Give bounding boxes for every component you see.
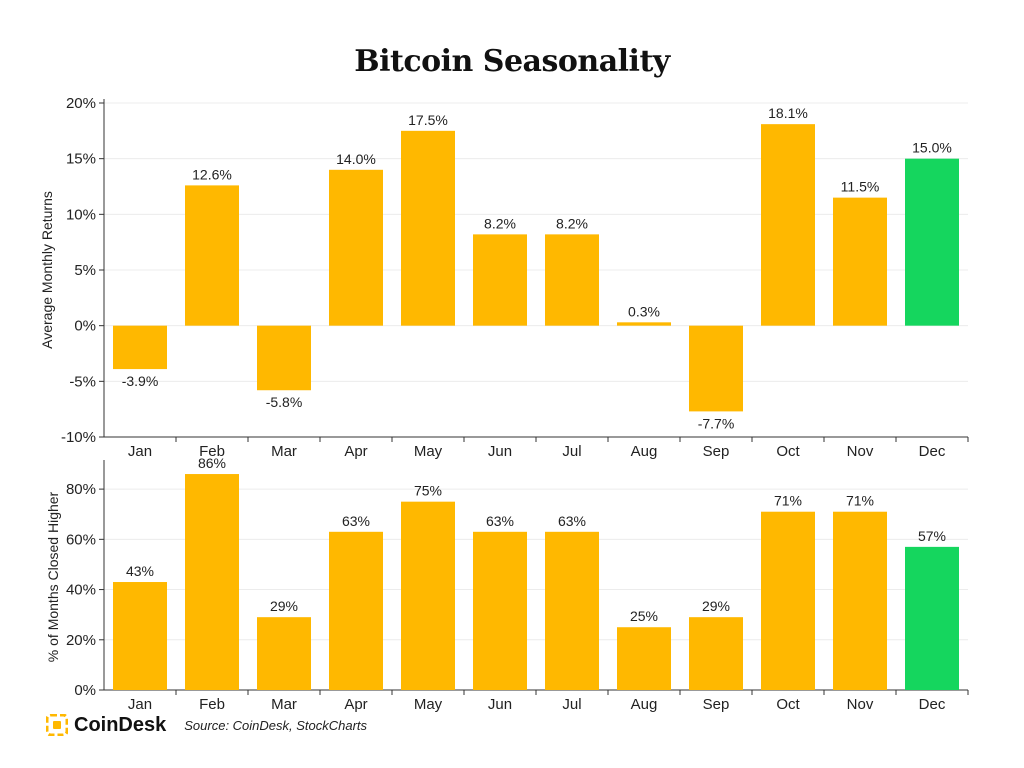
data-label: 8.2%	[484, 215, 516, 231]
bar-may	[401, 130, 455, 326]
ytick-label: 0%	[74, 318, 96, 335]
data-label: -3.9%	[122, 373, 159, 389]
category-label: Jun	[488, 696, 512, 713]
category-label: May	[414, 696, 443, 713]
data-label: 29%	[270, 598, 298, 614]
category-label: Jan	[128, 696, 152, 713]
data-label: 11.5%	[841, 179, 880, 195]
data-label: 71%	[846, 493, 874, 509]
category-label: Jan	[128, 443, 152, 460]
category-label: Mar	[271, 443, 297, 460]
ytick-label: 15%	[66, 151, 96, 168]
bar-nov	[833, 197, 887, 326]
y-axis-label: % of Months Closed Higher	[45, 491, 61, 662]
chart-title: Bitcoin Seasonality	[354, 44, 670, 79]
bar-oct	[761, 511, 815, 690]
bar-mar	[257, 325, 311, 391]
bar-jan	[113, 582, 167, 690]
data-label: -7.7%	[698, 415, 735, 431]
category-label: Apr	[344, 696, 367, 713]
coindesk-logo-icon	[46, 714, 68, 736]
data-label: 14.0%	[336, 151, 376, 167]
bar-mar	[257, 617, 311, 690]
brand-name: CoinDesk	[74, 713, 167, 736]
data-label: 57%	[918, 528, 946, 544]
bar-sep	[689, 325, 743, 412]
bar-dec	[905, 158, 959, 326]
data-label: 63%	[486, 513, 514, 529]
ytick-label: 20%	[66, 95, 96, 112]
category-label: Oct	[776, 443, 800, 460]
category-label: Feb	[199, 696, 225, 713]
data-label: 75%	[414, 483, 442, 499]
category-label: Jun	[488, 443, 512, 460]
category-label: Aug	[631, 443, 658, 460]
category-label: Mar	[271, 696, 297, 713]
bar-aug	[617, 627, 671, 690]
bar-apr	[329, 169, 383, 326]
ytick-label: 20%	[66, 632, 96, 649]
category-label: Oct	[776, 696, 800, 713]
bar-jul	[545, 531, 599, 690]
category-label: Apr	[344, 443, 367, 460]
bar-apr	[329, 531, 383, 690]
ytick-label: 10%	[66, 206, 96, 223]
data-label: 86%	[198, 455, 226, 471]
ytick-label: 60%	[66, 531, 96, 548]
category-label: Sep	[703, 443, 730, 460]
data-label: 63%	[558, 513, 586, 529]
footer: CoinDesk Source: CoinDesk, StockCharts	[46, 710, 367, 740]
category-label: Aug	[631, 696, 658, 713]
data-label: 8.2%	[556, 215, 588, 231]
ytick-label: 80%	[66, 481, 96, 498]
bar-nov	[833, 511, 887, 690]
bar-oct	[761, 124, 815, 326]
category-label: Jul	[562, 443, 581, 460]
data-label: 0.3%	[628, 303, 660, 319]
category-label: Dec	[919, 443, 946, 460]
data-label: 29%	[702, 598, 730, 614]
category-label: Nov	[847, 696, 874, 713]
ytick-label: -5%	[69, 373, 96, 390]
category-label: Dec	[919, 696, 946, 713]
data-label: 71%	[774, 493, 802, 509]
data-label: 15.0%	[912, 140, 952, 156]
bar-sep	[689, 617, 743, 690]
bar-jun	[473, 531, 527, 690]
bar-feb	[185, 185, 239, 326]
data-label: 25%	[630, 608, 658, 624]
bar-jul	[545, 234, 599, 326]
category-label: Feb	[199, 443, 225, 460]
y-axis-label: Average Monthly Returns	[39, 191, 55, 349]
data-label: 63%	[342, 513, 370, 529]
bar-aug	[617, 322, 671, 326]
bar-jun	[473, 234, 527, 326]
ytick-label: 40%	[66, 582, 96, 599]
data-label: 12.6%	[192, 166, 232, 182]
bar-feb	[185, 474, 239, 690]
bar-jan	[113, 325, 167, 370]
ytick-label: -10%	[61, 429, 96, 446]
data-label: 17.5%	[408, 112, 448, 128]
ytick-label: 5%	[74, 262, 96, 279]
category-label: Sep	[703, 696, 730, 713]
category-label: May	[414, 443, 443, 460]
source-note: Source: CoinDesk, StockCharts	[184, 717, 368, 733]
bar-may	[401, 501, 455, 690]
data-label: 43%	[126, 563, 154, 579]
category-label: Nov	[847, 443, 874, 460]
category-label: Jul	[562, 696, 581, 713]
ytick-label: 0%	[74, 682, 96, 699]
data-label: -5.8%	[266, 394, 303, 410]
data-label: 18.1%	[768, 105, 808, 121]
bar-dec	[905, 546, 959, 690]
